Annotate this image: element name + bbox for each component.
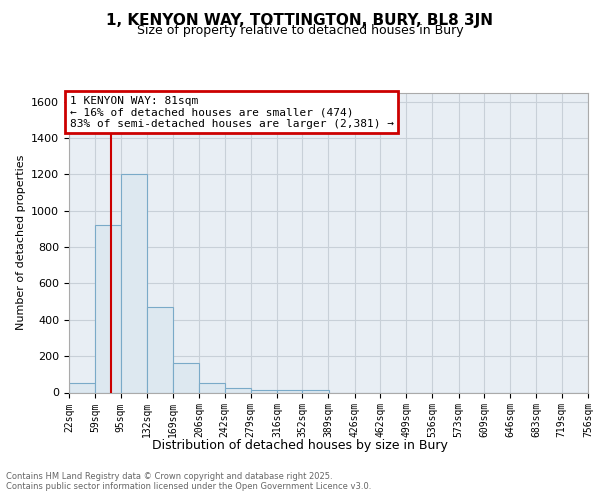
Bar (95, 225, 121, 392)
Bar (69, 384, 95, 392)
Bar (173, 364, 199, 392)
Bar (224, 388, 251, 392)
Bar (121, 174, 147, 392)
Bar (199, 382, 224, 392)
Text: Distribution of detached houses by size in Bury: Distribution of detached houses by size … (152, 440, 448, 452)
Bar (277, 390, 302, 392)
Bar (251, 390, 277, 392)
Text: Size of property relative to detached houses in Bury: Size of property relative to detached ho… (137, 24, 463, 37)
Y-axis label: Number of detached properties: Number of detached properties (16, 155, 26, 330)
Text: 1, KENYON WAY, TOTTINGTON, BURY, BL8 3JN: 1, KENYON WAY, TOTTINGTON, BURY, BL8 3JN (107, 12, 493, 28)
Bar (302, 390, 329, 392)
Bar (147, 307, 173, 392)
Text: Contains public sector information licensed under the Open Government Licence v3: Contains public sector information licen… (6, 482, 371, 491)
Text: 1 KENYON WAY: 81sqm
← 16% of detached houses are smaller (474)
83% of semi-detac: 1 KENYON WAY: 81sqm ← 16% of detached ho… (70, 96, 394, 128)
Text: Contains HM Land Registry data © Crown copyright and database right 2025.: Contains HM Land Registry data © Crown c… (6, 472, 332, 481)
